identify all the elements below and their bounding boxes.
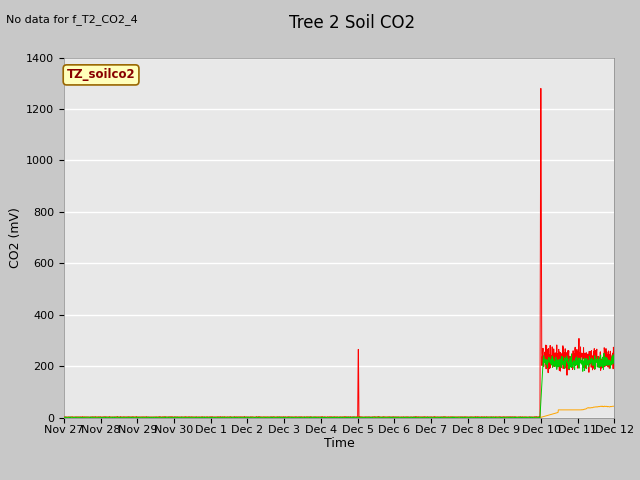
Text: No data for f_T2_CO2_4: No data for f_T2_CO2_4 (6, 14, 138, 25)
Y-axis label: CO2 (mV): CO2 (mV) (9, 207, 22, 268)
Text: Tree 2 Soil CO2: Tree 2 Soil CO2 (289, 14, 415, 33)
X-axis label: Time: Time (324, 437, 355, 450)
Text: TZ_soilco2: TZ_soilco2 (67, 68, 136, 82)
